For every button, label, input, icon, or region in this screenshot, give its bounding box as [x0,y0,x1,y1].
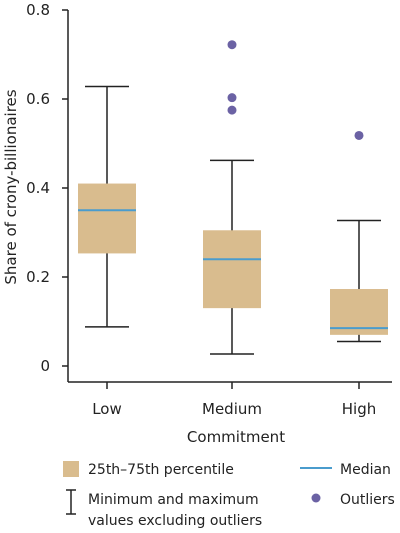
x-tick-label: Low [92,400,122,418]
y-tick-label: 0.4 [26,179,50,197]
x-tick-label: Medium [202,400,262,418]
outlier-point [227,40,237,50]
legend-outlier-swatch [311,493,321,503]
box-low [78,85,136,328]
legend-box-label: 25th–75th percentile [88,462,234,478]
legend-box-swatch [63,461,79,477]
legend-whisker-label-line1: Minimum and maximum [88,492,259,508]
x-axis-ticks: Low Medium High [92,382,376,418]
iqr-box [78,183,136,254]
box-high [330,130,388,343]
legend-outlier-label: Outliers [340,492,395,508]
legend: 25th–75th percentile Median Minimum and … [63,461,395,529]
x-tick-label: High [342,400,376,418]
outlier-point [354,130,364,140]
y-axis-ticks: 0 0.2 0.4 0.6 0.8 [26,1,68,375]
y-tick-label: 0.8 [26,1,50,19]
boxplot-chart: 0 0.2 0.4 0.6 0.8 Low Medium High Commitment S… [2,1,392,446]
box-group [78,40,388,355]
x-axis-label: Commitment [187,428,285,446]
outlier-point [227,93,237,103]
legend-whisker-label-line2: values excluding outliers [88,513,262,529]
iqr-box [203,230,261,309]
y-tick-label: 0.2 [26,268,50,286]
legend-whisker-swatch [66,489,76,515]
legend-median-label: Median [340,462,391,478]
outlier-point [227,105,237,115]
y-axis-label: Share of crony-billionaires [2,89,20,284]
box-medium [203,40,261,355]
y-tick-label: 0.6 [26,90,50,108]
y-tick-label: 0 [40,357,50,375]
